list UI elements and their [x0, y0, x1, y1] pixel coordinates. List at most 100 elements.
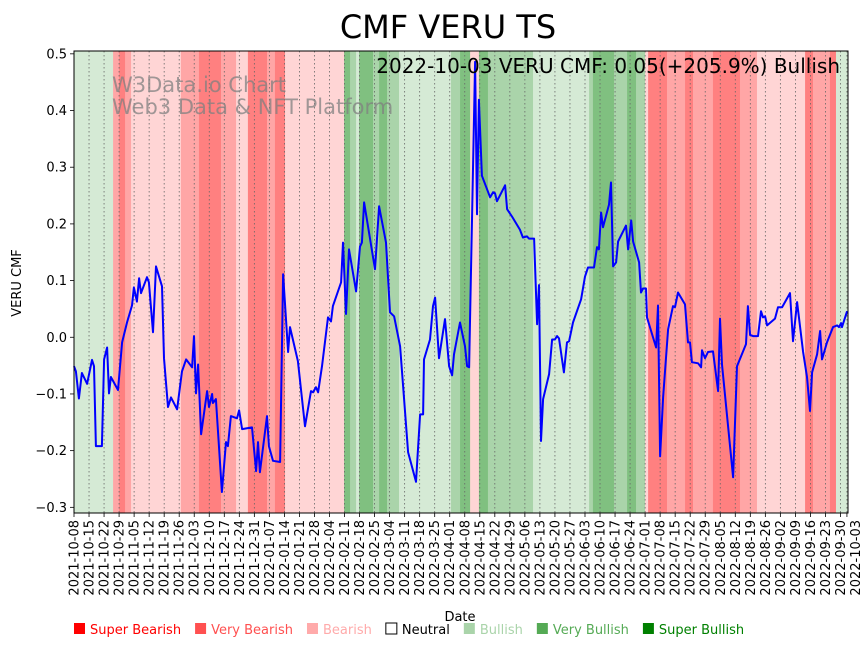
legend-label: Neutral — [402, 623, 450, 638]
legend-swatch — [385, 622, 398, 635]
regime-band-sbear — [805, 51, 814, 513]
regime-band-sbear — [685, 51, 694, 513]
x-tick-label: 2022-01-21 — [293, 520, 308, 596]
x-tick-label: 2022-04-15 — [473, 520, 488, 596]
watermark-line-2: Web3 Data & NFT Platform — [112, 95, 393, 119]
regime-band-vbull — [451, 51, 461, 513]
x-tick-label: 2022-06-24 — [624, 520, 639, 596]
regime-band-vbull — [350, 51, 357, 513]
y-axis-label: VERU CMF — [10, 249, 25, 317]
x-tick-label: 2021-10-29 — [113, 520, 128, 596]
regime-band-sbull — [627, 51, 637, 513]
x-tick-label: 2022-09-16 — [804, 520, 819, 596]
x-tick-label: 2022-02-04 — [323, 520, 338, 596]
x-tick-label: 2022-08-05 — [714, 520, 729, 596]
x-tick-label: 2022-09-30 — [834, 520, 849, 596]
regime-band-sbear — [247, 51, 268, 513]
legend-swatch — [642, 623, 654, 634]
x-tick-label: 2022-05-13 — [533, 520, 548, 596]
regime-band-bull — [835, 51, 849, 513]
regime-band-vbull — [373, 51, 380, 513]
plot-frame — [73, 50, 849, 514]
x-tick-label: 2021-11-26 — [173, 520, 188, 596]
x-tick-label: 2022-02-25 — [368, 520, 383, 596]
legend-swatch — [195, 623, 207, 634]
x-tick-label: 2021-11-05 — [128, 520, 143, 596]
y-tick-label: 0.3 — [46, 161, 67, 176]
regime-band-vbear — [692, 51, 714, 513]
regime-band-bear — [756, 51, 806, 513]
regime-band-vbull — [387, 51, 400, 513]
x-tick-label: 2022-01-14 — [278, 520, 293, 596]
y-tick-label: −0.1 — [35, 387, 67, 402]
x-tick-label: 2022-05-06 — [518, 520, 533, 596]
series-layer — [73, 60, 849, 493]
regime-band-sbear — [198, 51, 222, 513]
x-tick-label: 2022-10-03 — [849, 520, 864, 596]
x-tick-label: 2022-03-04 — [383, 520, 398, 596]
regime-band-vbull — [487, 51, 534, 513]
x-tick-label: 2022-03-25 — [428, 520, 443, 596]
legend-label: Very Bullish — [553, 623, 629, 638]
legend-label: Bullish — [480, 623, 523, 638]
regime-band-vbull — [613, 51, 628, 513]
x-tick-label: 2022-09-09 — [789, 520, 804, 596]
regime-band-sbear — [648, 51, 668, 513]
legend: Super Bearish Very Bearish Bearish Neutral B… — [74, 622, 744, 638]
regime-band-vbear — [125, 51, 132, 513]
x-tick-label: 2021-12-10 — [203, 520, 218, 596]
regime-band-vbear — [267, 51, 276, 513]
y-tick-label: −0.2 — [35, 444, 67, 459]
legend-swatch — [74, 623, 85, 634]
x-tick-label: 2021-10-22 — [98, 520, 113, 596]
x-tick-label: 2022-05-20 — [548, 520, 563, 596]
x-tick-label: 2022-09-02 — [774, 520, 789, 596]
x-tick-label: 2022-04-22 — [488, 520, 503, 596]
latest-value-annotation: 2022-10-03 VERU CMF: 0.05(+205.9%) Bulli… — [376, 54, 840, 78]
x-tick-label: 2021-10-15 — [83, 520, 98, 596]
regime-band-sbear — [712, 51, 741, 513]
regime-band-sbull — [359, 51, 374, 513]
regime-band-bear — [645, 51, 649, 513]
x-tick-label: 2022-06-10 — [594, 520, 609, 596]
regime-band-sbear — [119, 51, 126, 513]
x-tick-label: 2021-12-17 — [218, 520, 233, 596]
x-tick-label: 2022-04-08 — [458, 520, 473, 596]
legend-label: Super Bearish — [90, 623, 181, 638]
legend-label: Very Bearish — [211, 623, 293, 638]
regime-band-bear — [236, 51, 249, 513]
x-tick-label: 2022-01-28 — [308, 520, 323, 596]
y-tick-label: 0.5 — [46, 47, 67, 62]
regime-band-sbull — [460, 51, 471, 513]
x-tick-label: 2021-12-03 — [188, 520, 203, 596]
regime-band-sbull — [478, 51, 489, 513]
x-tick-label: 2022-01-07 — [263, 520, 278, 596]
x-tick-label: 2022-06-03 — [578, 520, 593, 596]
regime-band-vbear — [113, 51, 120, 513]
regime-band-vbear — [221, 51, 237, 513]
axes: 2021-10-08 2021-10-15 2021-10-22 2021-10-29… — [35, 47, 864, 595]
regime-band-sbull — [379, 51, 388, 513]
x-tick-label: 2022-05-27 — [563, 520, 578, 596]
x-tick-label: 2022-06-17 — [609, 520, 624, 596]
x-tick-label: 2021-11-19 — [158, 520, 173, 596]
y-tick-label: 0.0 — [46, 331, 67, 346]
x-tick-label: 2022-07-22 — [684, 520, 699, 596]
regime-band-bear — [470, 51, 480, 513]
regime-band-bull — [74, 51, 114, 513]
chart-title: CMF VERU TS — [340, 8, 556, 46]
legend-swatch — [536, 623, 548, 634]
x-gridlines — [73, 51, 848, 513]
x-tick-label: 2022-08-19 — [744, 520, 759, 596]
y-tick-label: −0.3 — [35, 501, 67, 516]
legend-label: Bearish — [323, 623, 372, 638]
regime-band-bull — [533, 51, 590, 513]
regime-band-vbear — [740, 51, 758, 513]
x-tick-label: 2022-09-23 — [819, 520, 834, 596]
x-tick-label: 2022-08-12 — [729, 520, 744, 596]
y-tick-label: 0.2 — [46, 217, 67, 232]
regime-bands — [74, 51, 849, 513]
x-tick-label: 2022-07-15 — [669, 520, 684, 596]
x-tick-label: 2021-12-31 — [248, 520, 263, 596]
